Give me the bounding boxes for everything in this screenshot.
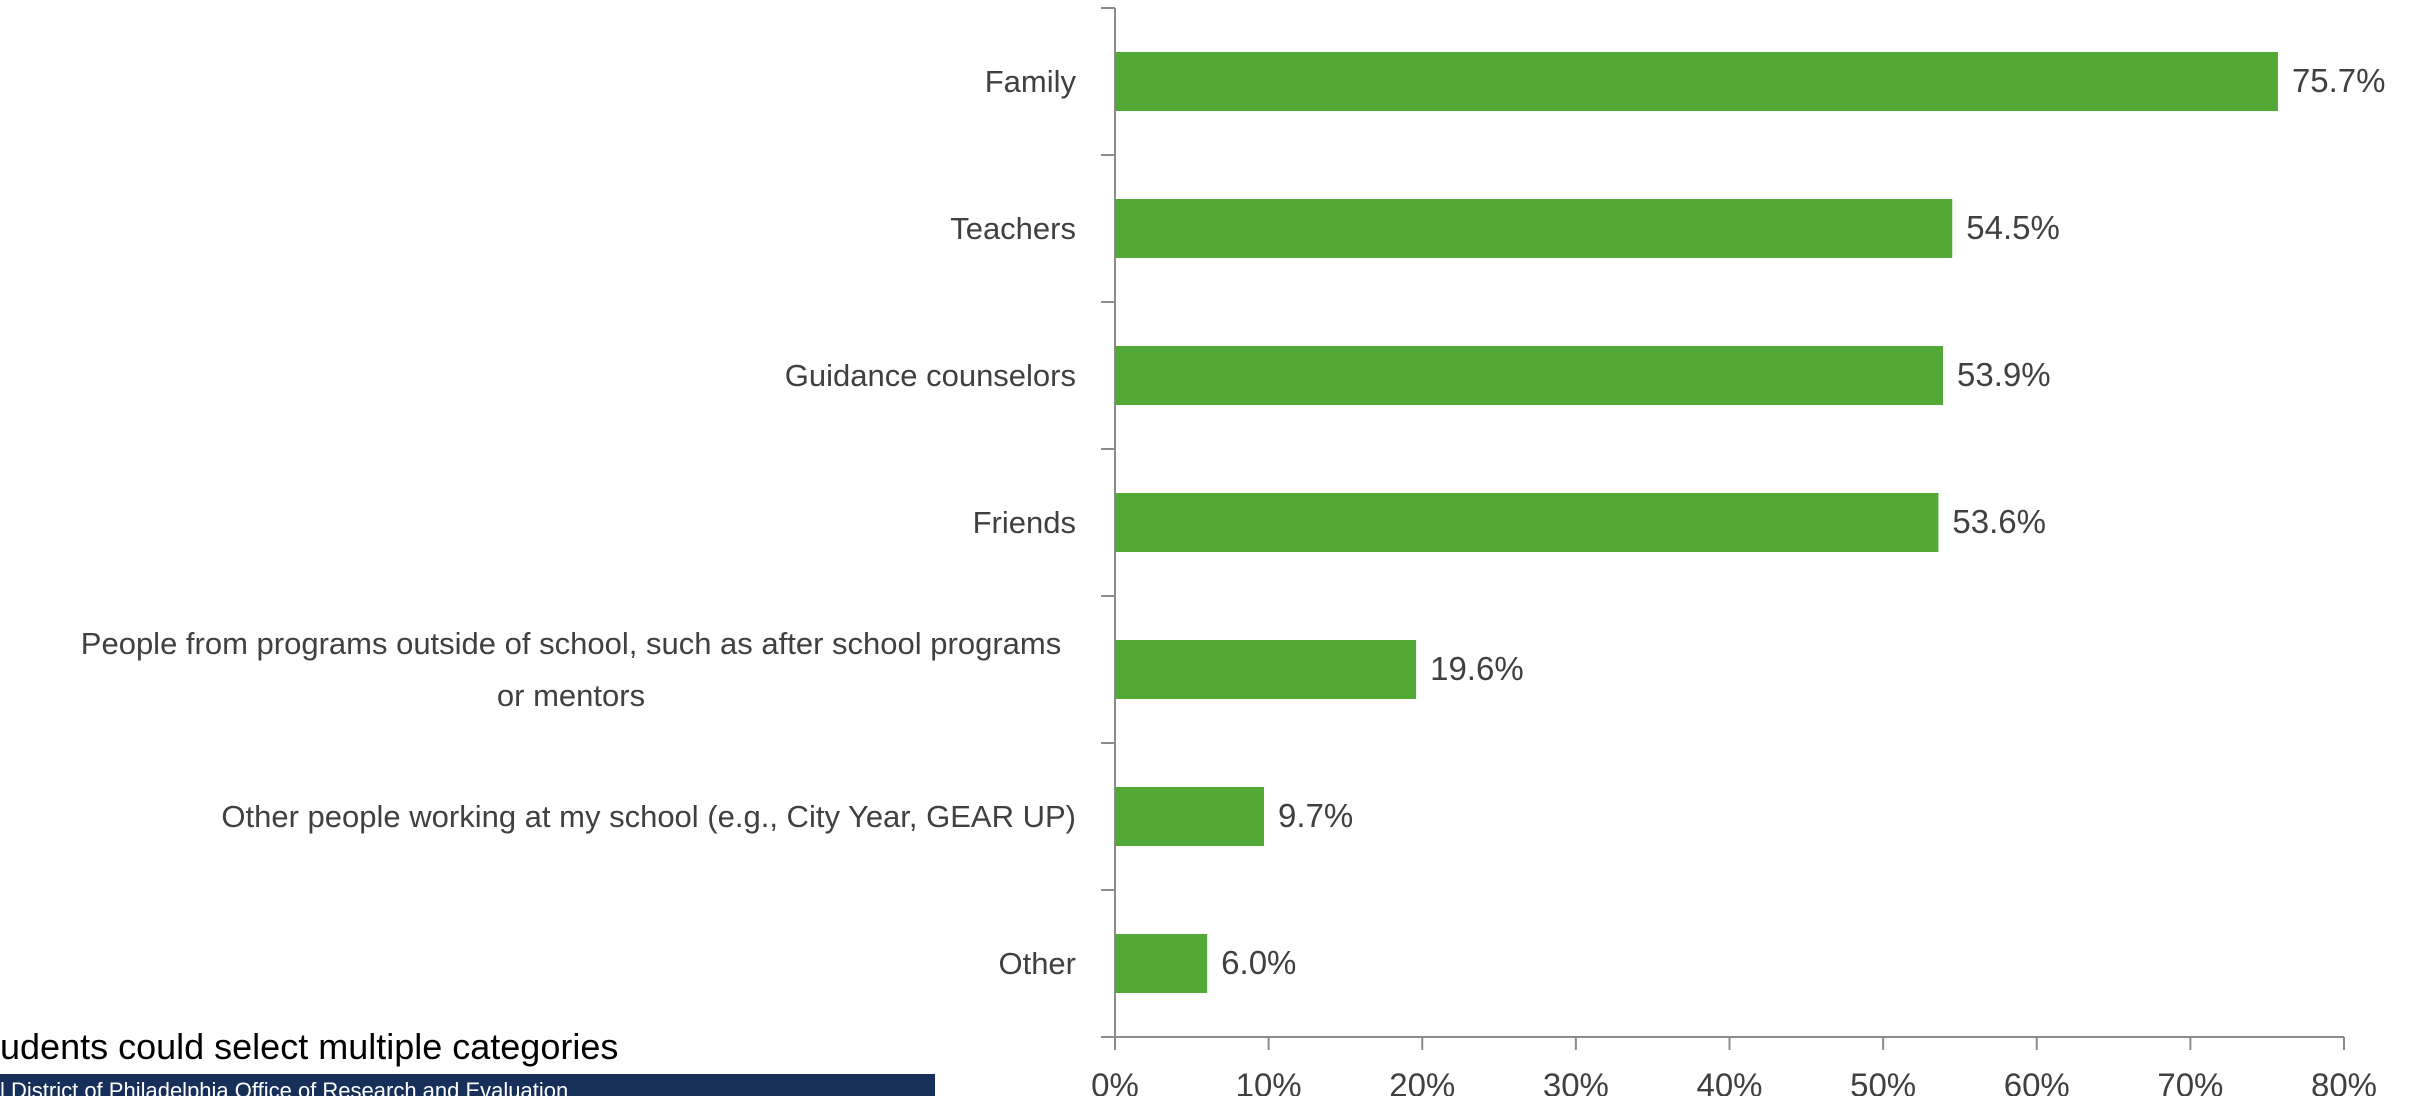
x-tick-label: 20%: [1389, 1067, 1455, 1096]
value-label: 53.6%: [1952, 503, 2046, 540]
bar: [1115, 346, 1944, 405]
x-tick-label: 0%: [1091, 1067, 1139, 1096]
value-label: 6.0%: [1221, 944, 1296, 981]
x-tick-label: 50%: [1850, 1067, 1916, 1096]
category-label: Other people working at my school (e.g.,…: [221, 798, 1076, 834]
bar: [1115, 52, 2278, 111]
bar: [1115, 640, 1417, 699]
x-tick-label: 60%: [2004, 1067, 2070, 1096]
source-text: l District of Philadelphia Office of Res…: [0, 1078, 569, 1096]
bar: [1115, 493, 1939, 552]
category-label: Teachers: [950, 210, 1076, 246]
category-label: People from programs outside of school, …: [80, 625, 1062, 713]
category-label: Friends: [972, 504, 1076, 540]
bar: [1115, 934, 1208, 993]
value-label: 53.9%: [1957, 356, 2051, 393]
value-label: 19.6%: [1430, 650, 1524, 687]
value-label: 75.7%: [2292, 62, 2386, 99]
x-tick-label: 80%: [2311, 1067, 2377, 1096]
value-label: 54.5%: [1966, 209, 2060, 246]
bar: [1115, 787, 1265, 846]
x-tick-label: 30%: [1543, 1067, 1609, 1096]
footnote: udents could select multiple categories: [0, 1026, 619, 1067]
x-tick-label: 10%: [1236, 1067, 1302, 1096]
x-tick-label: 70%: [2157, 1067, 2223, 1096]
x-tick-label: 40%: [1696, 1067, 1762, 1096]
category-label: Guidance counselors: [784, 357, 1076, 393]
category-label: Family: [984, 63, 1076, 99]
value-label: 9.7%: [1278, 797, 1353, 834]
category-label: Other: [998, 945, 1076, 981]
bar: [1115, 199, 1953, 258]
source-banner: l District of Philadelphia Office of Res…: [0, 1074, 935, 1096]
